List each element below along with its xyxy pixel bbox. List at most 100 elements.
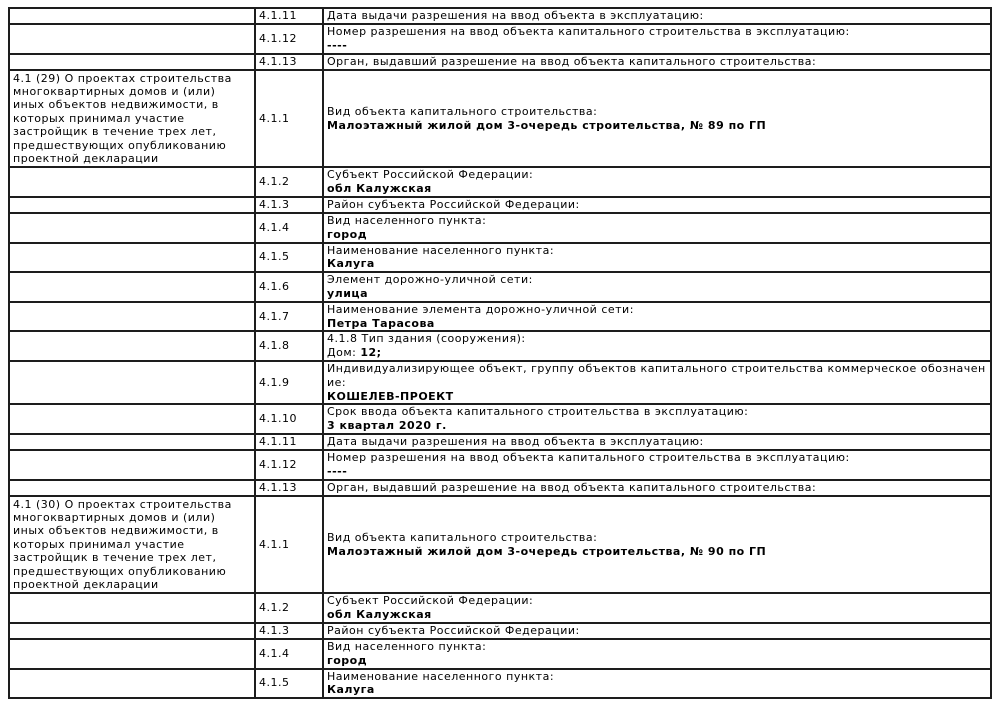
table-row: 4.1.12 Номер разрешения на ввод объекта … (8, 448, 992, 481)
field-value-text: 3 квартал 2020 г. (327, 419, 447, 433)
table-row: 4.1.13 Орган, выдавший разрешение на вво… (8, 478, 992, 497)
field-value-text: Малоэтажный жилой дом 3-очередь строител… (327, 118, 767, 132)
field-cell: Орган, выдавший разрешение на ввод объек… (322, 52, 992, 71)
row-number-cell: 4.1.5 (254, 241, 324, 274)
section-description-cell (8, 359, 256, 406)
row-number: 4.1.3 (259, 624, 290, 638)
table-row: 4.1.12 Номер разрешения на ввод объекта … (8, 23, 992, 55)
row-number-cell: 4.1.10 (254, 403, 324, 435)
section-description-cell (8, 448, 256, 481)
section-description-cell (8, 23, 256, 55)
field-cell: Номер разрешения на ввод объекта капитал… (322, 23, 992, 55)
section-description (11, 363, 253, 364)
field-value-text: Петра Тарасова (327, 316, 435, 330)
row-number-cell: 4.1.13 (254, 478, 324, 497)
section-description-cell (8, 271, 256, 303)
field-cell: Индивидуализирующее объект, группу объек… (322, 359, 992, 406)
row-number: 4.1.12 (259, 457, 297, 471)
row-number-cell: 4.1.5 (254, 667, 324, 700)
table-row: 4.1 (29) О проектах строительства многок… (8, 68, 992, 169)
row-number: 4.1.6 (259, 280, 290, 294)
field-label: Орган, выдавший разрешение на ввод объек… (327, 480, 817, 494)
section-description (11, 274, 253, 275)
table-row: 4.1.10 Срок ввода объекта капитального с… (8, 403, 992, 435)
row-number-cell: 4.1.6 (254, 271, 324, 303)
field-label: Вид объекта капитального строительства: (327, 530, 598, 544)
section-description-cell (8, 7, 256, 25)
table-row: 4.1 (30) О проектах строительства многок… (8, 494, 992, 595)
declaration-table-body: 4.1.11 Дата выдачи разрешения на ввод об… (8, 7, 992, 700)
section-description-cell (8, 300, 256, 333)
row-number: 4.1.12 (259, 31, 297, 45)
project-declaration-table: 4.1.11 Дата выдачи разрешения на ввод об… (8, 7, 992, 700)
section-description (11, 436, 253, 437)
section-description-cell (8, 241, 256, 274)
field-value: город (325, 653, 989, 667)
field-value-text: город (327, 227, 368, 241)
row-number-cell: 4.1.12 (254, 448, 324, 481)
field-label: 4.1.8 Тип здания (сооружения): (327, 332, 526, 346)
section-description (11, 452, 253, 453)
section-description-cell (8, 212, 256, 244)
table-row: 4.1.2 Субъект Российской Федерации: обл … (8, 592, 992, 625)
row-number: 4.1.11 (259, 9, 297, 22)
section-description-cell (8, 432, 256, 451)
row-number-cell: 4.1.4 (254, 638, 324, 670)
section-description-cell: 4.1 (30) О проектах строительства многок… (8, 494, 256, 595)
table-row: 4.1.8 4.1.8 Тип здания (сооружения): Дом… (8, 330, 992, 362)
section-description-cell (8, 667, 256, 700)
field-value-text: город (327, 653, 368, 667)
row-number: 4.1.3 (259, 198, 290, 212)
table-row: 4.1.4 Вид населенного пункта: город (8, 638, 992, 670)
section-description-cell (8, 196, 256, 215)
section-description (11, 333, 253, 334)
row-number-cell: 4.1.11 (254, 7, 324, 25)
section-description-cell (8, 330, 256, 362)
field-value: Петра Тарасова (325, 316, 989, 330)
table-row: 4.1.9 Индивидуализирующее объект, группу… (8, 359, 992, 406)
field-label: Вид населенного пункта: (327, 214, 487, 228)
field-cell: Орган, выдавший разрешение на ввод объек… (322, 478, 992, 497)
table-row: 4.1.11 Дата выдачи разрешения на ввод об… (8, 432, 992, 451)
field-cell: Вид населенного пункта: город (322, 212, 992, 244)
field-cell: Наименование населенного пункта: Калуга (322, 241, 992, 274)
row-number-cell: 4.1.13 (254, 52, 324, 71)
section-description (11, 595, 253, 596)
field-cell: Субъект Российской Федерации: обл Калужс… (322, 592, 992, 625)
section-description-cell (8, 622, 256, 641)
section-description-cell (8, 403, 256, 435)
field-value: 3 квартал 2020 г. (325, 419, 989, 433)
row-number-cell: 4.1.1 (254, 494, 324, 595)
field-value: обл Калужская (325, 608, 989, 621)
section-description (11, 215, 253, 216)
row-number-cell: 4.1.2 (254, 166, 324, 199)
field-cell: Район субъекта Российской Федерации: (322, 622, 992, 641)
table-row: 4.1.13 Орган, выдавший разрешение на вво… (8, 52, 992, 71)
field-value: обл Калужская (325, 182, 989, 195)
field-value: город (325, 227, 989, 241)
field-value: Малоэтажный жилой дом 3-очередь строител… (325, 118, 989, 133)
section-description (11, 406, 253, 407)
section-description-cell (8, 52, 256, 71)
field-value: ---- (325, 465, 989, 478)
field-label: Район субъекта Российской Федерации: (327, 198, 580, 212)
row-number: 4.1.2 (259, 601, 290, 615)
row-number-cell: 4.1.3 (254, 622, 324, 641)
field-value: Калуга (325, 683, 989, 696)
field-value-text: Малоэтажный жилой дом 3-очередь строител… (327, 544, 767, 558)
field-label: Район субъекта Российской Федерации: (327, 624, 580, 638)
row-number: 4.1.4 (259, 220, 290, 234)
field-cell: 4.1.8 Тип здания (сооружения): Дом: 12; (322, 330, 992, 362)
field-label: Дата выдачи разрешения на ввод объекта в… (327, 435, 704, 449)
section-description (11, 304, 253, 305)
row-number-cell: 4.1.7 (254, 300, 324, 333)
section-description (11, 26, 253, 27)
field-cell: Дата выдачи разрешения на ввод объекта в… (322, 7, 992, 25)
table-row: 4.1.11 Дата выдачи разрешения на ввод об… (8, 7, 992, 25)
field-label: Вид населенного пункта: (327, 640, 487, 654)
row-number: 4.1.11 (259, 434, 297, 448)
field-value: ---- (325, 39, 989, 52)
section-description (11, 56, 253, 57)
section-description (11, 199, 253, 200)
